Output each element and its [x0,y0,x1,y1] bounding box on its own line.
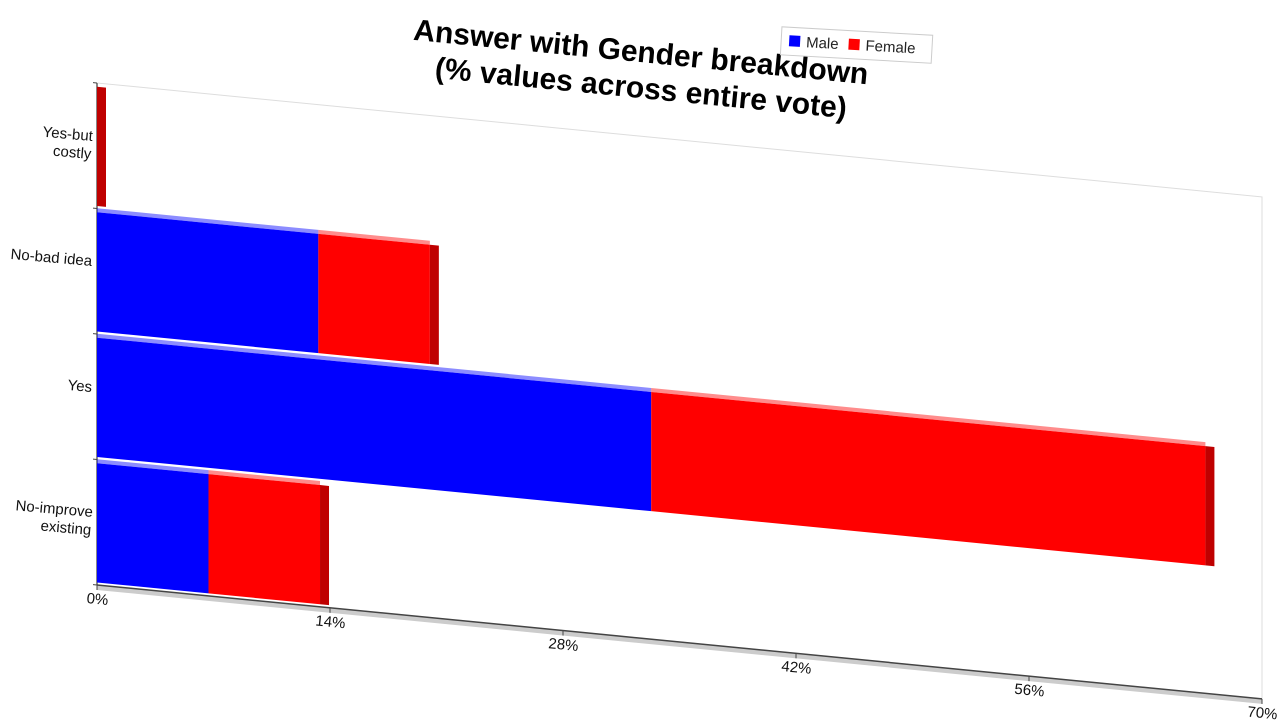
x-tick-label: 0% [86,590,109,609]
x-tick-label: 28% [548,635,580,655]
y-tick-label: Yes-but costly [41,123,94,163]
x-tick-label: 14% [315,612,347,632]
x-tick-label: 56% [1014,681,1046,701]
x-tick-label: 70% [1247,704,1279,720]
bar-top [318,229,430,245]
bar-top [208,470,321,486]
legend-label: Female [865,38,916,58]
x-tick-label: 42% [781,658,813,678]
bar-top [651,387,1206,447]
bar-side [429,244,439,365]
bar-top [97,333,652,392]
bar [97,337,652,512]
x-axis [97,584,1262,700]
bar [318,233,430,365]
bar [97,212,319,354]
x-axis-floor [97,584,1262,704]
bar-side [320,485,330,606]
legend-swatch [788,35,801,47]
plot-area [93,82,1263,704]
bar-top [97,459,209,475]
bar-side [1205,446,1215,567]
legend: Male Female [779,26,934,64]
bar-top [97,208,319,234]
legend-swatch [848,38,860,51]
bar [651,391,1206,566]
legend-label: Male [806,34,839,53]
bar-side [97,86,106,207]
bar [208,474,321,605]
bar [97,463,209,594]
